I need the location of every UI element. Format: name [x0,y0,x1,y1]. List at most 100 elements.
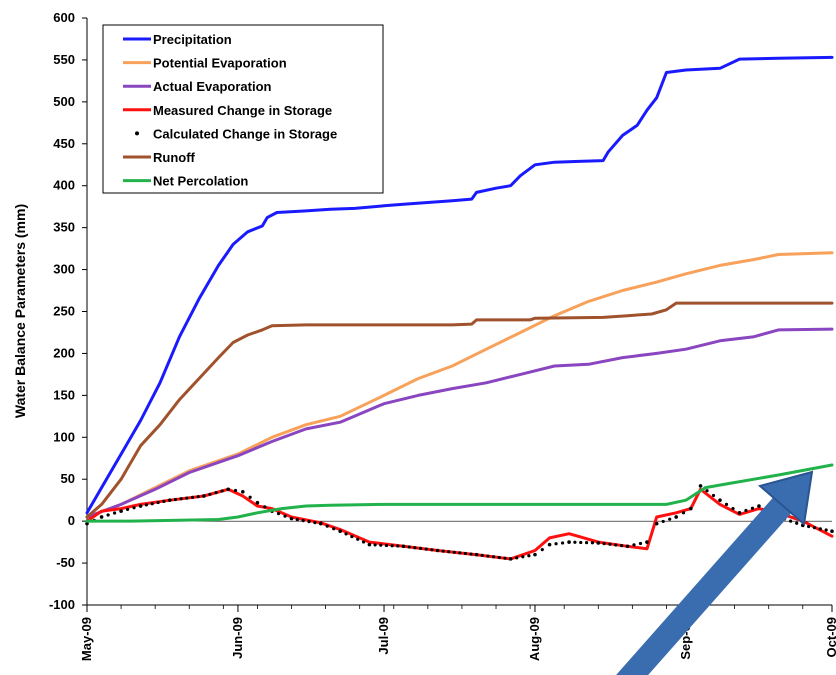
series-point-calculated-change-in-storage [757,504,761,508]
y-tick-label: -100 [49,597,75,612]
series-point-calculated-change-in-storage [435,548,440,553]
series-point-calculated-change-in-storage [608,542,612,546]
series-point-calculated-change-in-storage [325,524,329,528]
series-point-calculated-change-in-storage [724,502,729,506]
series-point-calculated-change-in-storage [584,541,589,545]
y-tick-label: 550 [53,52,75,67]
series-point-calculated-change-in-storage [344,532,348,536]
legend-label-measured-change-in-storage: Measured Change in Storage [153,103,332,118]
x-tick-label: Aug-09 [527,617,542,661]
y-tick-label: 100 [53,429,75,444]
series-point-calculated-change-in-storage [515,556,519,560]
legend-label-runoff: Runoff [153,150,196,165]
x-tick-label: Oct-09 [824,617,836,657]
series-point-calculated-change-in-storage [447,550,451,554]
series-point-calculated-change-in-storage [824,528,828,532]
series-point-calculated-change-in-storage [289,516,294,521]
series-point-calculated-change-in-storage [318,521,323,526]
series-point-calculated-change-in-storage [654,521,659,526]
series-point-calculated-change-in-storage [480,553,484,557]
series-point-calculated-change-in-storage [560,541,565,545]
x-tick-label: May-09 [79,617,94,661]
series-point-calculated-change-in-storage [812,526,817,530]
y-tick-label: 0 [68,513,75,528]
series-point-calculated-change-in-storage [688,506,693,511]
y-tick-label: 400 [53,178,75,193]
series-point-calculated-change-in-storage [313,521,317,525]
series-point-calculated-change-in-storage [430,548,434,552]
series-point-calculated-change-in-storage [214,491,218,495]
series-point-calculated-change-in-storage [625,544,630,549]
series-point-calculated-change-in-storage [125,507,130,512]
series-point-calculated-change-in-storage [463,551,468,556]
y-tick-label: -50 [56,555,75,570]
series-point-calculated-change-in-storage [474,552,479,557]
series-point-calculated-change-in-storage [361,540,366,544]
series-point-calculated-change-in-storage [255,500,260,505]
series-point-calculated-change-in-storage [418,546,423,550]
series-point-calculated-change-in-storage [638,541,643,546]
arrow-head [757,470,814,526]
series-point-calculated-change-in-storage [441,549,445,553]
series-point-calculated-change-in-storage [283,514,287,518]
series-point-calculated-change-in-storage [554,542,558,546]
series-point-calculated-change-in-storage [138,504,143,508]
series-point-calculated-change-in-storage [179,497,183,501]
series-point-calculated-change-in-storage [632,543,636,547]
series-point-calculated-change-in-storage [424,547,428,551]
series-point-calculated-change-in-storage [602,542,606,546]
series-point-calculated-change-in-storage [711,493,716,498]
series-point-calculated-change-in-storage [596,541,601,545]
axes: -100 -50 0 50 100 150 200 250 300 350 400 450 500 550… [49,10,836,661]
series-point-calculated-change-in-storage [698,484,703,488]
series-point-calculated-change-in-storage [301,519,305,523]
series-point-calculated-change-in-storage [226,487,231,492]
y-tick-label: 300 [53,262,75,277]
series-point-calculated-change-in-storage [469,552,473,556]
series-point-calculated-change-in-storage [620,544,624,548]
series-point-calculated-change-in-storage [373,543,377,547]
series-line-precipitation [85,55,834,515]
series-point-calculated-change-in-storage [384,543,389,548]
series-point-calculated-change-in-storage [744,508,748,513]
series-point-calculated-change-in-storage [614,543,618,547]
series-point-calculated-change-in-storage [99,515,104,519]
series-point-calculated-change-in-storage [547,542,552,547]
series-point-calculated-change-in-storage [497,555,501,560]
series-point-calculated-change-in-storage [263,505,267,509]
series-point-calculated-change-in-storage [737,510,742,515]
legend-label-precipitation: Precipitation [153,32,232,47]
series-point-calculated-change-in-storage [452,550,456,554]
series-point-calculated-change-in-storage [379,543,383,547]
arrow-layer [616,470,814,675]
series-point-calculated-change-in-storage [119,509,123,513]
series-point-calculated-change-in-storage [185,496,189,500]
series-point-calculated-change-in-storage [407,545,411,549]
series-point-calculated-change-in-storage [356,537,360,541]
series-point-calculated-change-in-storage [661,519,665,524]
y-axis-label: Water Balance Parameters (mm) [12,204,28,418]
series-line-actual-evaporation [85,327,834,519]
series-point-calculated-change-in-storage [458,551,462,555]
series-point-calculated-change-in-storage [401,544,406,549]
series-point-calculated-change-in-storage [248,495,252,499]
y-tick-label: 150 [53,387,75,402]
series-line-potential-evaporation [85,251,834,519]
series-point-calculated-change-in-storage [533,552,537,557]
legend-label-actual-evaporation: Actual Evaporation [153,79,272,94]
series-point-calculated-change-in-storage [668,517,672,521]
series-point-calculated-change-in-storage [491,555,496,559]
series-point-calculated-change-in-storage [241,489,245,494]
series-point-calculated-change-in-storage [196,495,200,499]
y-tick-label: 50 [61,471,75,486]
series-point-calculated-change-in-storage [645,540,649,544]
series-point-calculated-change-in-storage [718,498,722,502]
y-tick-label: 350 [53,220,75,235]
series-point-calculated-change-in-storage [202,494,206,498]
series-point-calculated-change-in-storage [590,541,595,545]
y-tick-label: 250 [53,304,75,319]
series-point-calculated-change-in-storage [190,495,195,499]
series-point-calculated-change-in-storage [731,506,735,511]
series-point-calculated-change-in-storage [818,527,822,531]
series-point-calculated-change-in-storage [208,492,212,496]
